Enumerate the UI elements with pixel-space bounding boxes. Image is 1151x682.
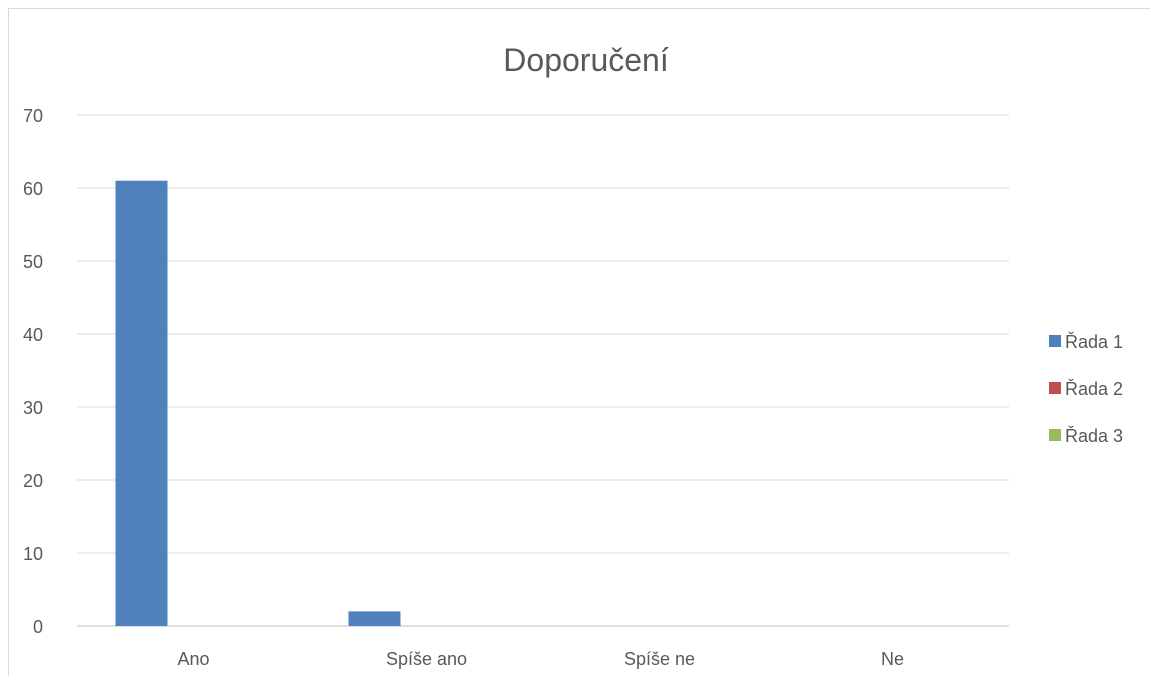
legend-label: Řada 3	[1065, 426, 1123, 446]
legend-label: Řada 1	[1065, 332, 1123, 352]
y-tick-label: 50	[23, 252, 43, 272]
bar	[348, 611, 401, 626]
gridlines	[77, 114, 1009, 627]
y-tick-label: 30	[23, 398, 43, 418]
y-tick-label: 0	[33, 617, 43, 637]
y-axis-tick-labels: 0 10 20 30 40 50 60 70	[23, 106, 43, 637]
x-category-label: Spíše ne	[624, 649, 695, 669]
chart-svg: Doporučení 0 10 20 30 40 50 60 70 Ano Spíše ano S…	[23, 42, 1123, 669]
legend-swatch	[1049, 382, 1061, 394]
y-tick-label: 10	[23, 544, 43, 564]
x-category-label: Ano	[177, 649, 209, 669]
legend-swatch	[1049, 429, 1061, 441]
y-tick-label: 60	[23, 179, 43, 199]
y-tick-label: 70	[23, 106, 43, 126]
legend-swatch	[1049, 335, 1061, 347]
legend-label: Řada 2	[1065, 379, 1123, 399]
chart-container: Doporučení 0 10 20 30 40 50 60 70 Ano Spíše ano S…	[8, 8, 1150, 676]
x-category-label: Ne	[881, 649, 904, 669]
x-category-label: Spíše ano	[386, 649, 467, 669]
bar	[115, 180, 168, 626]
legend: Řada 1 Řada 2 Řada 3	[1049, 332, 1123, 446]
x-axis-category-labels: Ano Spíše ano Spíše ne Ne	[177, 649, 904, 669]
chart-title: Doporučení	[503, 42, 669, 78]
y-tick-label: 40	[23, 325, 43, 345]
bars	[115, 180, 401, 626]
y-tick-label: 20	[23, 471, 43, 491]
